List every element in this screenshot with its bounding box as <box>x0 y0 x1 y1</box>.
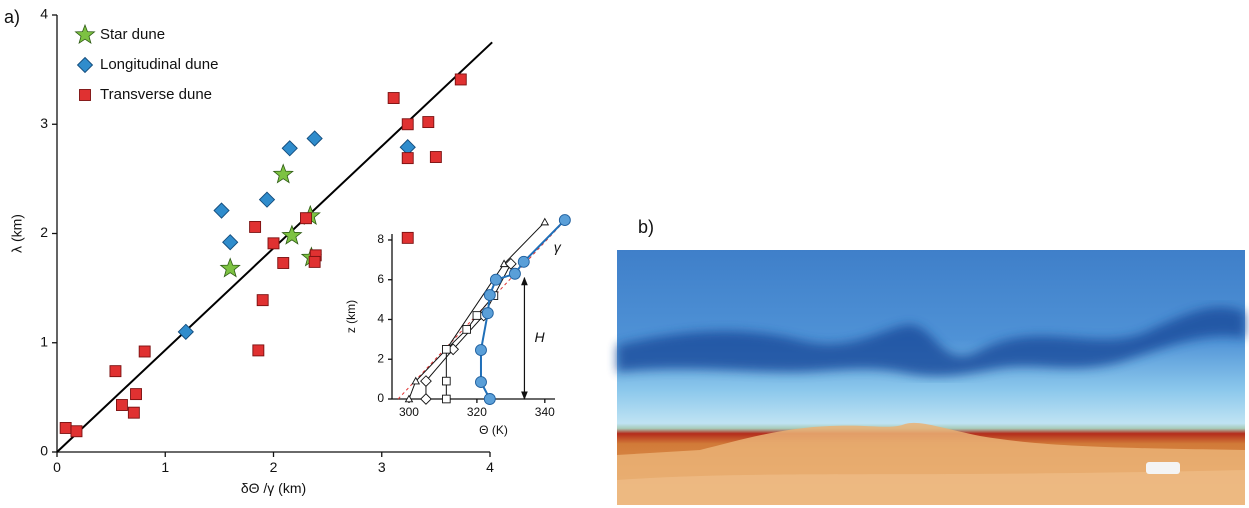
triangle-point <box>411 376 421 385</box>
h-label: H <box>534 329 545 345</box>
legend-label: Longitudinal dune <box>100 56 218 73</box>
x-tick-label: 3 <box>378 459 386 475</box>
y-tick-label: 4 <box>40 6 48 22</box>
y-tick-label: 8 <box>377 232 384 246</box>
y-tick-label: 0 <box>40 443 48 459</box>
panel-label: a) <box>4 7 20 27</box>
square-point <box>308 255 321 268</box>
square-point <box>109 365 122 378</box>
x-tick-label: 0 <box>53 459 61 475</box>
square-point <box>249 220 262 233</box>
triangle-point <box>540 217 550 226</box>
x-axis-label: δΘ /γ (km) <box>241 480 306 496</box>
y-tick-label: 2 <box>377 351 384 365</box>
square-point <box>79 89 91 101</box>
circle-point <box>558 214 571 227</box>
square-point <box>127 406 140 419</box>
x-tick-label: 340 <box>535 405 555 419</box>
cloud-band <box>617 307 1245 377</box>
square-point <box>115 399 128 411</box>
panel-label: b) <box>638 217 654 237</box>
circle-point <box>475 376 487 389</box>
square-point <box>429 151 442 163</box>
square-point <box>472 311 482 320</box>
square-point <box>442 376 451 386</box>
square-point <box>252 344 265 357</box>
x-axis-label: Θ (K) <box>479 423 508 437</box>
circle-point <box>489 273 502 286</box>
diamond-point <box>177 323 194 340</box>
star-point <box>219 257 241 278</box>
square-point <box>70 425 83 438</box>
x-tick-label: 4 <box>486 459 494 475</box>
x-tick-label: 2 <box>270 459 278 475</box>
star-point <box>272 163 294 184</box>
y-tick-label: 2 <box>40 224 48 240</box>
circle-point <box>483 289 496 301</box>
y-tick-label: 4 <box>377 312 384 326</box>
diamond-point <box>213 202 230 219</box>
square-point <box>401 152 414 165</box>
star-point <box>281 224 303 245</box>
y-axis-label: λ (km) <box>9 214 25 253</box>
star-point <box>74 23 96 45</box>
triangle-point <box>404 394 414 403</box>
x-tick-label: 1 <box>161 459 169 475</box>
diamond-point <box>306 130 323 147</box>
square-point <box>462 325 472 334</box>
legend-label: Transverse dune <box>100 86 212 103</box>
legend-label: Star dune <box>100 26 165 43</box>
square-point <box>387 92 400 104</box>
square-point <box>267 237 280 250</box>
circle-point <box>481 307 494 320</box>
diamond-point <box>258 191 276 208</box>
car <box>1146 462 1180 474</box>
y-tick-label: 6 <box>377 272 384 286</box>
square-point <box>138 345 151 358</box>
square-point <box>277 257 290 269</box>
diamond-point <box>504 257 517 270</box>
x-tick-label: 320 <box>467 405 487 419</box>
y-axis-label: z (km) <box>344 300 358 333</box>
circle-point <box>483 393 496 405</box>
y-tick-label: 0 <box>377 391 384 405</box>
diamond-point <box>420 393 432 405</box>
circle-point <box>475 344 487 357</box>
diamond-point <box>222 234 239 251</box>
square-point <box>401 118 414 131</box>
photo: b) <box>617 217 1245 505</box>
y-tick-label: 1 <box>40 333 48 349</box>
circle-point <box>508 267 521 280</box>
square-point <box>454 73 467 86</box>
square-point <box>59 422 72 434</box>
square-point <box>256 294 269 307</box>
square-point <box>401 231 414 244</box>
square-point <box>300 212 312 225</box>
square-point <box>422 116 435 129</box>
diamond-point <box>420 375 432 387</box>
series-label: γ <box>554 239 562 255</box>
y-tick-label: 3 <box>40 115 48 131</box>
diamond-point <box>76 56 94 74</box>
diamond-point <box>281 140 298 157</box>
sand <box>617 470 1245 505</box>
x-tick-label: 300 <box>399 405 419 419</box>
profile-line <box>479 219 566 400</box>
square-point <box>442 394 451 404</box>
square-point <box>130 388 142 401</box>
circle-point <box>517 255 530 268</box>
square-point <box>442 345 451 354</box>
